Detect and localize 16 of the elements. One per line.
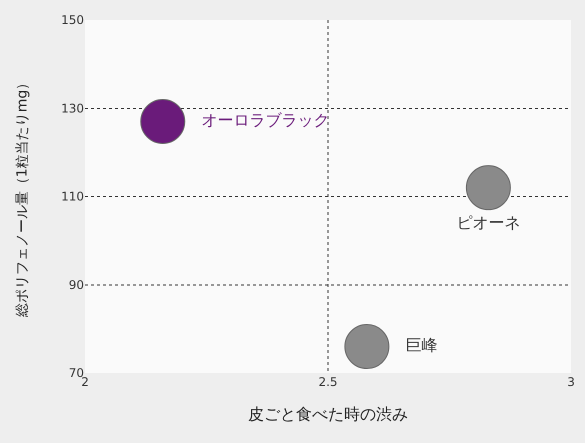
x-tick-label: 2 bbox=[81, 375, 89, 389]
y-tick-label: 150 bbox=[61, 13, 84, 28]
y-tick-label: 90 bbox=[68, 278, 84, 292]
y-tick-label: 70 bbox=[68, 366, 84, 380]
point bbox=[140, 98, 186, 144]
series-label: オーロラブラック bbox=[191, 110, 340, 130]
x-axis-title: 皮ごと食べた時の渋み bbox=[248, 404, 408, 424]
series-label: 巨峰 bbox=[395, 336, 448, 355]
x-tick-label: 2.5 bbox=[318, 375, 338, 389]
y-tick-label: 130 bbox=[61, 101, 84, 116]
series-label: ピオーネ bbox=[446, 213, 531, 232]
point bbox=[466, 165, 511, 210]
x-tick-label: 3 bbox=[567, 375, 575, 389]
y-axis-title: 総ポリフェノール量（1粒当たりmg） bbox=[14, 76, 31, 318]
point bbox=[344, 324, 390, 370]
y-tick-label: 110 bbox=[61, 190, 84, 204]
